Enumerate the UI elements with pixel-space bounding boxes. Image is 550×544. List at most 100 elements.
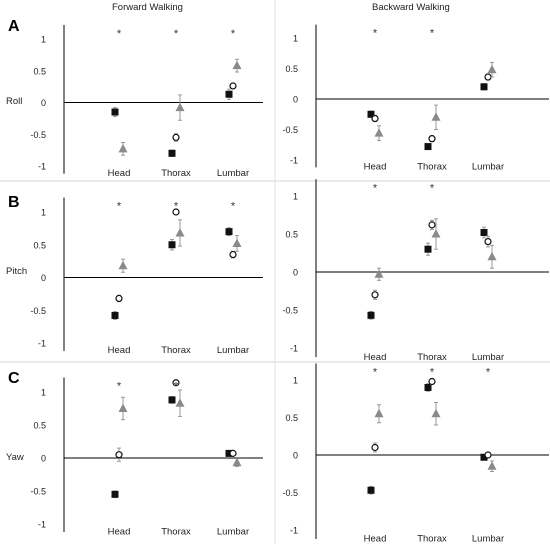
category-label: Thorax [417,162,447,173]
y-tick-label: 1 [293,376,298,386]
category-label: Thorax [417,352,447,363]
y-tick-label: 1 [41,208,46,218]
triangle-marker [118,143,128,153]
triangle-marker [232,457,242,467]
category-label: Thorax [161,526,191,537]
circle-marker [428,221,436,229]
square-marker [168,149,176,157]
triangle-marker [431,408,441,418]
square-marker [225,449,233,457]
square-marker [168,396,176,404]
significance-marker: * [117,380,122,392]
circle-marker [229,449,237,457]
significance-marker: * [486,367,491,379]
y-tick-label: -0.5 [282,488,298,498]
y-tick-label: 0.5 [285,413,298,423]
category-label: Thorax [161,168,191,179]
triangle-marker [175,398,185,407]
significance-marker: * [174,201,179,213]
circle-marker [229,250,237,259]
square-marker [225,228,233,236]
circle-marker [484,238,492,246]
y-tick-label: 0 [41,454,46,464]
y-tick-label: -1 [38,162,46,172]
circle-marker [484,451,492,459]
y-tick-label: 0 [41,98,46,108]
triangle-marker [232,238,242,247]
triangle-marker [118,260,128,270]
triangle-marker [487,64,497,74]
circle-marker [172,208,180,216]
triangle-marker [175,102,185,112]
y-tick-label: -1 [38,339,46,349]
square-marker [111,490,119,498]
category-label: Head [108,345,131,356]
category-label: Lumbar [472,352,504,363]
significance-marker: * [430,28,435,40]
y-tick-label: 0.5 [33,421,46,431]
category-label: Thorax [417,534,447,544]
square-marker [225,90,233,98]
square-marker [480,228,488,236]
y-tick-label: 0 [41,273,46,283]
square-marker [111,108,119,116]
y-tick-label: 0.5 [285,230,298,240]
significance-marker: * [174,28,179,40]
category-label: Head [364,352,387,363]
y-tick-label: 0.5 [285,64,298,74]
triangle-marker [431,112,441,121]
y-tick-label: -1 [290,526,298,536]
circle-marker [371,443,379,452]
row-letter-a: A [8,18,20,35]
y-tick-label: 1 [293,34,298,44]
category-label: Thorax [161,345,191,356]
square-marker [111,311,119,319]
y-tick-label: 0 [293,95,298,105]
column-title-forward: Forward Walking [112,2,183,13]
square-marker [367,311,375,319]
y-tick-label: -0.5 [30,487,46,497]
circle-marker [115,451,123,459]
square-marker [480,453,488,461]
square-marker [480,83,488,91]
triangle-marker [118,403,128,412]
circle-marker [428,377,436,386]
y-tick-label: -0.5 [282,306,298,316]
y-tick-label: 0 [293,451,298,461]
row-label-pitch: Pitch [6,266,28,277]
square-marker [424,143,432,151]
square-marker [424,245,432,253]
category-label: Lumbar [217,526,249,537]
triangle-marker [175,227,185,237]
y-tick-label: -1 [290,156,298,166]
category-label: Lumbar [217,345,249,356]
y-tick-label: 1 [41,388,46,398]
category-label: Lumbar [472,534,504,544]
circle-marker [115,294,123,303]
category-label: Lumbar [472,162,504,173]
significance-marker: * [373,182,378,194]
y-tick-label: -1 [38,520,46,530]
row-letter-b: B [8,194,20,211]
category-label: Head [364,162,387,173]
circle-marker [371,114,379,123]
significance-marker: * [231,28,236,40]
square-marker [168,241,176,249]
significance-marker: * [430,367,435,379]
triangle-marker [374,128,384,137]
significance-marker: * [373,367,378,379]
category-label: Head [364,534,387,544]
y-tick-label: 1 [41,35,46,45]
triangle-marker [487,251,497,261]
row-letter-c: C [8,370,20,387]
row-label-yaw: Yaw [6,452,24,463]
circle-marker [428,135,436,143]
significance-marker: * [373,28,378,40]
significance-marker: * [174,380,179,392]
y-tick-label: 1 [293,192,298,202]
row-label-roll: Roll [6,96,23,107]
significance-marker: * [231,201,236,213]
y-tick-label: -1 [290,344,298,354]
